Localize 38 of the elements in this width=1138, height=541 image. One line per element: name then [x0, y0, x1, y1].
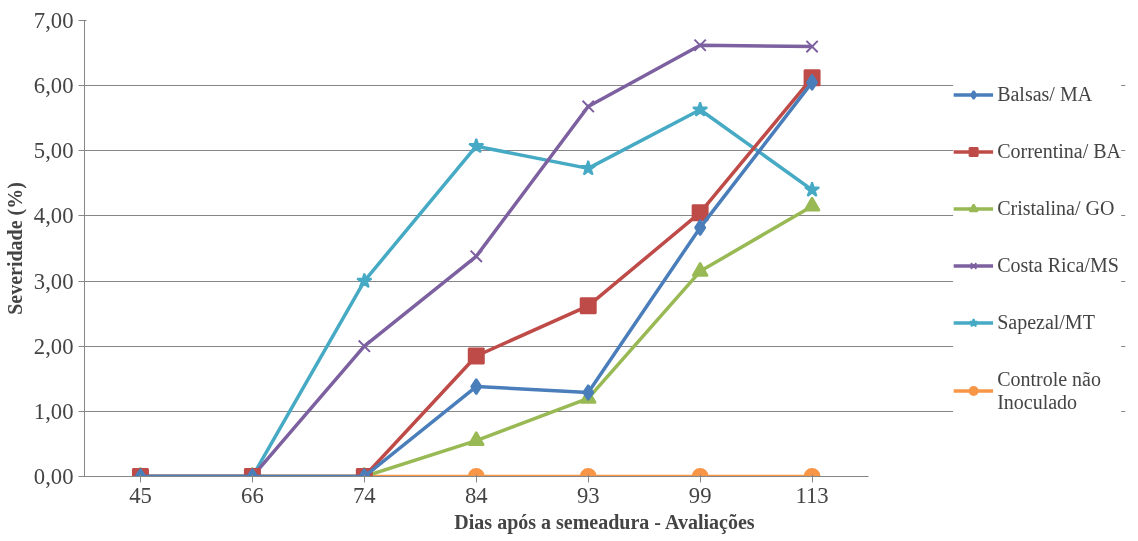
x-tick-label: 99 [688, 482, 712, 508]
y-tick-label: 1,00 [33, 398, 74, 424]
x-axis-title: Dias após a semeadura - Avaliações [454, 510, 755, 534]
point [694, 219, 707, 237]
point [356, 272, 373, 289]
point [805, 39, 819, 54]
point [691, 204, 709, 222]
y-tick-label: 7,00 [33, 8, 74, 33]
x-tick-label: 66 [241, 482, 264, 508]
x-tick-label: 84 [464, 482, 488, 508]
point [691, 261, 709, 277]
x-tick-label: 45 [129, 482, 152, 508]
legend-label: Costa Rica/MS [997, 253, 1119, 277]
y-axis-title: Severidade (%) [3, 182, 27, 315]
legend-label: Sapezal/MT [997, 310, 1095, 334]
legend-label: Cristalina/ GO [997, 196, 1115, 220]
point [693, 38, 707, 52]
point [581, 99, 595, 114]
point [468, 137, 485, 154]
legend-label: Controle não Inoculado [997, 367, 1101, 414]
point [803, 181, 821, 197]
point [469, 249, 483, 263]
point [467, 431, 485, 446]
point [806, 73, 819, 91]
y-tick-label: 6,00 [33, 73, 74, 99]
legend-label: Correntina/ BA [997, 139, 1121, 163]
y-tick-label: 3,00 [33, 268, 74, 294]
legend-label: Balsas/ MA [997, 82, 1093, 106]
y-tick-label: 0,00 [33, 464, 74, 489]
x-tick-label: 113 [795, 482, 829, 508]
y-tick-label: 4,00 [33, 203, 74, 229]
point [803, 196, 821, 212]
point [580, 159, 597, 176]
x-tick-label: 74 [353, 482, 376, 508]
x-tick-label: 93 [576, 482, 600, 508]
y-tick-label: 5,00 [33, 138, 74, 164]
y-tick-label: 2,00 [33, 333, 74, 359]
point [692, 101, 709, 117]
